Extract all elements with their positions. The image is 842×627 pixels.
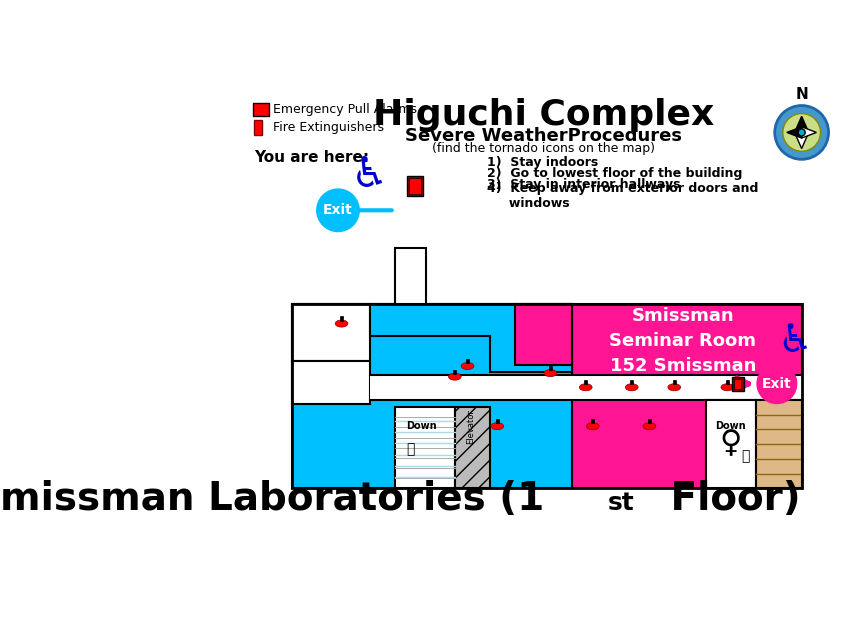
Ellipse shape (579, 384, 592, 391)
Text: Exit: Exit (323, 203, 353, 218)
Ellipse shape (491, 423, 504, 429)
Bar (572, 305, 802, 488)
Bar (340, 317, 343, 321)
Text: Smissman
Seminar Room
152 Smissman: Smissman Seminar Room 152 Smissman (610, 307, 756, 375)
Ellipse shape (587, 423, 600, 429)
Text: Down: Down (406, 421, 437, 431)
Text: Elevator: Elevator (466, 409, 476, 444)
Bar (253, 103, 269, 116)
Text: Smissman Laboratories (1: Smissman Laboratories (1 (0, 480, 544, 519)
Bar (395, 407, 455, 488)
Text: 🌪: 🌪 (406, 442, 414, 456)
Ellipse shape (668, 384, 680, 391)
Polygon shape (370, 305, 572, 372)
Text: You are here:: You are here: (254, 150, 370, 165)
Text: Down: Down (716, 421, 746, 431)
Bar (706, 400, 755, 488)
Bar (584, 380, 587, 384)
Bar (292, 305, 802, 488)
Ellipse shape (544, 369, 557, 377)
Polygon shape (802, 127, 817, 138)
Bar (755, 400, 802, 488)
Bar (453, 369, 456, 374)
Bar (292, 361, 370, 404)
Text: N: N (796, 87, 808, 102)
Circle shape (757, 364, 797, 404)
Circle shape (317, 189, 360, 231)
Text: Emergency Pull Alarms: Emergency Pull Alarms (273, 103, 417, 116)
Bar (733, 377, 743, 391)
Polygon shape (795, 116, 808, 132)
Bar (395, 248, 427, 305)
Bar (370, 375, 802, 400)
Bar (673, 380, 675, 384)
Text: Fire Extinguishers: Fire Extinguishers (273, 121, 384, 134)
Text: 4)  Keep away from exterior doors and
     windows: 4) Keep away from exterior doors and win… (487, 182, 758, 210)
Text: (find the tornado icons on the map): (find the tornado icons on the map) (433, 142, 655, 154)
Ellipse shape (449, 373, 461, 380)
Bar (549, 366, 552, 371)
Circle shape (775, 105, 829, 159)
Bar (496, 419, 498, 423)
Text: ♿: ♿ (777, 322, 812, 361)
Bar (408, 176, 423, 196)
Polygon shape (787, 127, 802, 138)
Text: Severe WeatherProcedures: Severe WeatherProcedures (406, 127, 683, 145)
Text: ♀: ♀ (720, 429, 742, 458)
Polygon shape (795, 132, 808, 149)
Bar (292, 305, 370, 361)
Text: Exit: Exit (762, 377, 791, 391)
Bar (648, 419, 651, 423)
Bar (466, 359, 469, 363)
Ellipse shape (626, 384, 638, 391)
Text: st: st (608, 491, 635, 515)
Bar (409, 179, 421, 194)
Bar (455, 407, 490, 488)
Bar (515, 305, 572, 365)
Text: 2)  Go to lowest floor of the building: 2) Go to lowest floor of the building (487, 167, 742, 180)
Text: Higuchi Complex: Higuchi Complex (373, 98, 715, 132)
Bar (631, 380, 633, 384)
Bar (726, 380, 728, 384)
Bar (292, 305, 572, 488)
Text: 3)  Stay in interior hallways: 3) Stay in interior hallways (487, 178, 680, 191)
Ellipse shape (461, 362, 474, 369)
Ellipse shape (335, 320, 348, 327)
Ellipse shape (643, 423, 656, 429)
Bar (734, 379, 742, 389)
Text: 1)  Stay indoors: 1) Stay indoors (487, 155, 598, 169)
Bar (254, 120, 262, 135)
Circle shape (783, 113, 820, 151)
Bar (591, 419, 594, 423)
Ellipse shape (721, 384, 733, 391)
Circle shape (798, 129, 805, 136)
Text: ♿: ♿ (351, 154, 388, 196)
Text: Floor): Floor) (657, 480, 800, 519)
Text: 🌪: 🌪 (741, 449, 749, 463)
